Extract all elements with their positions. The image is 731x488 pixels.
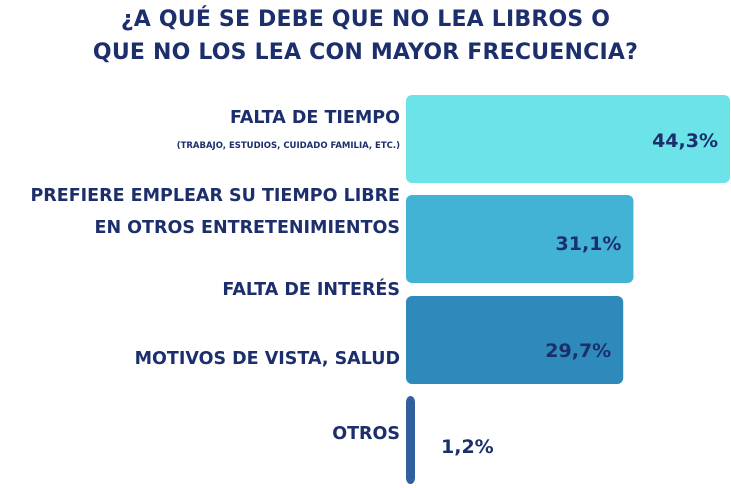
label-falta-de-tiempo-sub: (TRABAJO, ESTUDIOS, CUIDADO FAMILIA, ETC… — [176, 141, 400, 151]
bar-3 — [406, 396, 415, 484]
value-label-0: 44,3% — [652, 130, 718, 152]
bar-1 — [406, 195, 634, 283]
label-prefiere-2: EN OTROS ENTRETENIMIENTOS — [94, 218, 400, 238]
value-label-2: 29,7% — [545, 340, 611, 362]
label-falta-de-tiempo: FALTA DE TIEMPO — [229, 108, 400, 128]
bar-0 — [406, 95, 730, 183]
value-label-1: 31,1% — [556, 233, 622, 255]
bar-2 — [406, 296, 624, 384]
label-otros: OTROS — [332, 424, 400, 444]
label-prefiere-1: PREFIERE EMPLEAR SU TIEMPO LIBRE — [30, 186, 400, 206]
title-line-1: ¿A QUÉ SE DEBE QUE NO LEA LIBROS O — [120, 7, 611, 32]
label-motivos-vista-salud: MOTIVOS DE VISTA, SALUD — [134, 349, 400, 369]
label-falta-de-interes: FALTA DE INTERÉS — [222, 280, 400, 300]
title-line-2: QUE NO LOS LEA CON MAYOR FRECUENCIA? — [92, 40, 639, 65]
value-label-3: 1,2% — [441, 436, 494, 458]
chart-title: ¿A QUÉ SE DEBE QUE NO LEA LIBROS O QUE N… — [0, 3, 731, 69]
